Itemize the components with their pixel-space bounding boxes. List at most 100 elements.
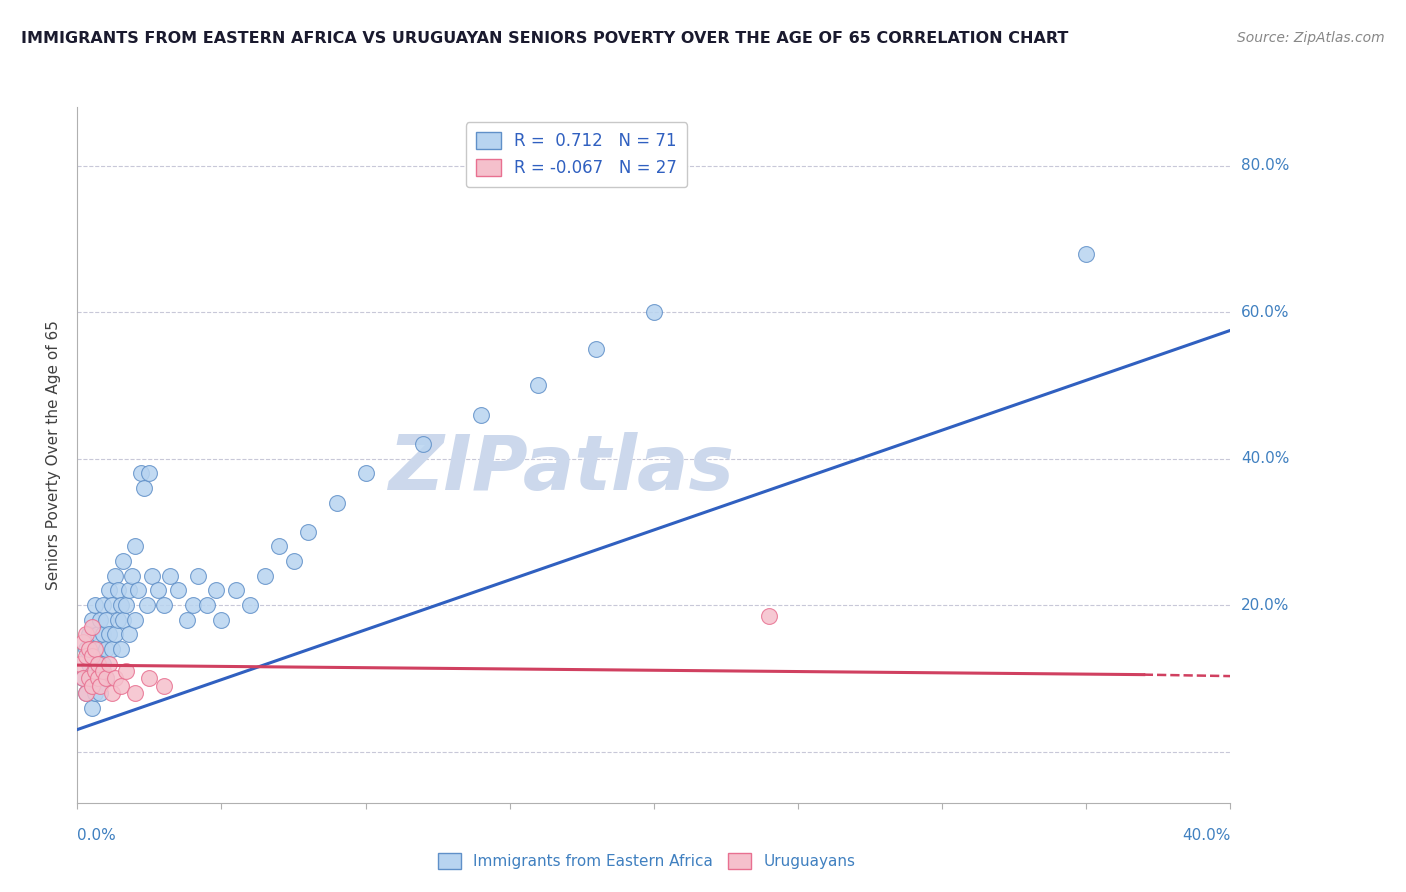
Point — [132, 481, 155, 495]
Point — [83, 598, 105, 612]
Point — [127, 583, 149, 598]
Point — [758, 609, 780, 624]
Point — [86, 671, 108, 685]
Point — [91, 598, 114, 612]
Point — [98, 657, 121, 671]
Point — [124, 540, 146, 554]
Text: 60.0%: 60.0% — [1241, 304, 1289, 319]
Point — [118, 583, 141, 598]
Point — [104, 671, 127, 685]
Point — [77, 671, 100, 685]
Point — [75, 686, 97, 700]
Point — [77, 627, 100, 641]
Text: 80.0%: 80.0% — [1241, 158, 1289, 173]
Point — [91, 627, 114, 641]
Point — [239, 598, 262, 612]
Point — [96, 642, 118, 657]
Point — [77, 657, 100, 671]
Point — [118, 627, 141, 641]
Point — [89, 679, 111, 693]
Legend: R =  0.712   N = 71, R = -0.067   N = 27: R = 0.712 N = 71, R = -0.067 N = 27 — [467, 122, 688, 187]
Point — [283, 554, 305, 568]
Point — [77, 642, 100, 657]
Point — [80, 620, 103, 634]
Point — [69, 657, 91, 671]
Text: 0.0%: 0.0% — [77, 828, 117, 843]
Point — [253, 568, 276, 582]
Point — [267, 540, 291, 554]
Point — [176, 613, 198, 627]
Point — [124, 613, 146, 627]
Point — [86, 627, 108, 641]
Point — [83, 664, 105, 678]
Text: ZIPatlas: ZIPatlas — [388, 432, 734, 506]
Point — [107, 583, 129, 598]
Point — [80, 700, 103, 714]
Point — [96, 613, 118, 627]
Point — [124, 686, 146, 700]
Point — [104, 568, 127, 582]
Point — [89, 642, 111, 657]
Text: Source: ZipAtlas.com: Source: ZipAtlas.com — [1237, 31, 1385, 45]
Point — [225, 583, 247, 598]
Point — [86, 657, 108, 671]
Point — [96, 671, 118, 685]
Point — [129, 467, 152, 481]
Text: IMMIGRANTS FROM EASTERN AFRICA VS URUGUAYAN SENIORS POVERTY OVER THE AGE OF 65 C: IMMIGRANTS FROM EASTERN AFRICA VS URUGUA… — [21, 31, 1069, 46]
Point — [80, 649, 103, 664]
Point — [181, 598, 204, 612]
Point — [101, 642, 124, 657]
Point — [643, 305, 665, 319]
Point — [159, 568, 181, 582]
Point — [110, 598, 132, 612]
Text: 40.0%: 40.0% — [1241, 451, 1289, 467]
Point — [187, 568, 209, 582]
Point — [412, 437, 434, 451]
Point — [138, 467, 160, 481]
Point — [80, 671, 103, 685]
Point — [89, 686, 111, 700]
Point — [72, 671, 94, 685]
Point — [83, 686, 105, 700]
Point — [72, 634, 94, 648]
Y-axis label: Seniors Poverty Over the Age of 65: Seniors Poverty Over the Age of 65 — [46, 320, 62, 590]
Point — [91, 657, 114, 671]
Point — [1076, 246, 1098, 260]
Point — [86, 671, 108, 685]
Point — [75, 642, 97, 657]
Point — [141, 568, 163, 582]
Point — [75, 649, 97, 664]
Point — [107, 613, 129, 627]
Point — [75, 686, 97, 700]
Point — [104, 627, 127, 641]
Point — [153, 598, 174, 612]
Point — [72, 671, 94, 685]
Point — [211, 613, 233, 627]
Point — [112, 613, 135, 627]
Point — [138, 671, 160, 685]
Text: 20.0%: 20.0% — [1241, 598, 1289, 613]
Point — [585, 342, 607, 356]
Point — [83, 642, 105, 657]
Point — [83, 642, 105, 657]
Point — [98, 583, 121, 598]
Text: 40.0%: 40.0% — [1182, 828, 1230, 843]
Point — [96, 671, 118, 685]
Point — [110, 642, 132, 657]
Point — [470, 408, 492, 422]
Point — [75, 627, 97, 641]
Point — [354, 467, 377, 481]
Point — [297, 524, 319, 539]
Point — [115, 598, 138, 612]
Point — [325, 495, 349, 509]
Point — [86, 657, 108, 671]
Point — [98, 627, 121, 641]
Point — [135, 598, 157, 612]
Point — [167, 583, 190, 598]
Point — [101, 598, 124, 612]
Point — [112, 554, 135, 568]
Point — [146, 583, 169, 598]
Point — [80, 679, 103, 693]
Point — [110, 679, 132, 693]
Point — [195, 598, 218, 612]
